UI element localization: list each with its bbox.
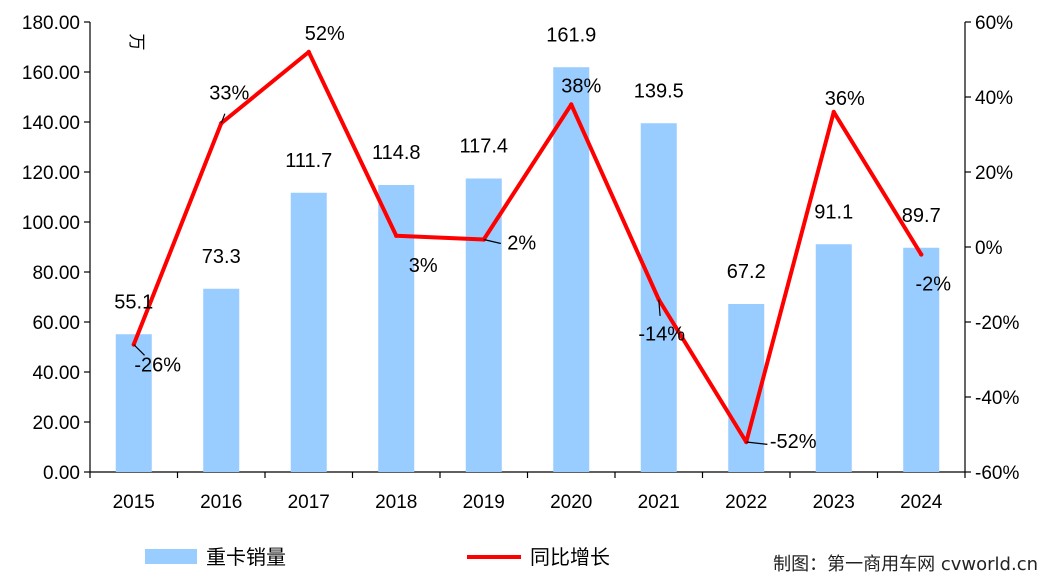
line-label-leader	[220, 113, 226, 124]
legend-line-label: 同比增长	[530, 545, 610, 569]
bar-value-label: 114.8	[372, 142, 421, 164]
x-tick-label: 2018	[375, 492, 417, 513]
line-point	[394, 233, 399, 238]
data-labels: 55.1 73.3 111.7 114.8 117.4 161.9 139.5 67.2 91.…	[114, 23, 951, 453]
bar	[465, 178, 502, 472]
line-value-label: -52%	[770, 431, 817, 453]
left-tick-label: 180.00	[22, 13, 80, 34]
left-tick-label: 60.00	[32, 313, 80, 334]
line-label-leader	[746, 441, 768, 445]
growth-line	[131, 50, 923, 444]
bar	[903, 247, 940, 472]
bar-value-label: 67.2	[727, 261, 766, 283]
bar-value-label: 117.4	[459, 136, 508, 158]
x-tick-label: 2017	[288, 492, 330, 513]
bar	[203, 288, 240, 472]
line-value-label: 38%	[561, 76, 601, 98]
bar	[115, 334, 152, 472]
right-tick-label: 60%	[975, 13, 1013, 34]
left-tick-label: 40.00	[32, 363, 80, 384]
bar-series	[115, 67, 940, 472]
bar-value-label: 55.1	[114, 291, 153, 313]
line-point	[919, 252, 924, 257]
line-point	[306, 49, 311, 55]
line-value-label: 36%	[825, 88, 865, 110]
line-point	[569, 102, 574, 107]
bar-value-label: 161.9	[546, 24, 596, 46]
bar	[378, 185, 415, 472]
bar-value-label: 91.1	[814, 201, 853, 223]
bar-value-label: 89.7	[902, 205, 941, 227]
legend-bar-label: 重卡销量	[206, 545, 286, 569]
bar	[290, 192, 327, 472]
x-tick-label: 2019	[463, 492, 505, 513]
line-value-label: -26%	[134, 355, 181, 377]
bar-value-label: 73.3	[202, 246, 241, 268]
left-tick-label: 100.00	[22, 213, 80, 234]
right-axis: -60% -40% -20% 0% 20% 40% 60%	[965, 13, 1019, 484]
legend: 重卡销量 同比增长	[145, 545, 610, 569]
line-value-label: -2%	[915, 274, 951, 296]
line-label-leader	[658, 299, 661, 316]
left-tick-label: 120.00	[22, 163, 80, 184]
line-value-label: 33%	[209, 82, 249, 104]
x-tick-label: 2023	[813, 492, 855, 513]
line-label-leader	[133, 344, 145, 356]
left-tick-label: 80.00	[32, 263, 80, 284]
left-axis: 0.00 20.00 40.00 60.00 80.00 100.00 120.00 140.…	[22, 13, 90, 484]
line-label-leader	[483, 238, 501, 245]
right-tick-label: -40%	[975, 388, 1019, 409]
bar	[815, 244, 852, 472]
left-tick-label: 140.00	[22, 113, 80, 134]
bar-value-label: 139.5	[634, 80, 684, 102]
right-tick-label: -60%	[975, 463, 1019, 484]
x-tick-label: 2022	[725, 492, 767, 513]
right-tick-label: 20%	[975, 163, 1013, 184]
line-value-label: 3%	[409, 255, 438, 277]
x-tick-label: 2020	[550, 492, 592, 513]
x-tick-label: 2021	[638, 492, 680, 513]
chart-credit: 制图：第一商用车网 cvworld.cn	[773, 554, 1038, 575]
x-tick-label: 2015	[113, 492, 155, 513]
x-tick-label: 2024	[900, 492, 943, 513]
right-tick-label: 40%	[975, 88, 1013, 109]
left-tick-label: 160.00	[22, 63, 80, 84]
line-point	[831, 109, 836, 115]
x-tick-label: 2016	[200, 492, 242, 513]
x-axis: 2015 2016 2017 2018 2019 2020 2021 2022 2023 2024	[89, 472, 966, 513]
line-value-label: 2%	[507, 233, 536, 255]
right-tick-label: -20%	[975, 313, 1019, 334]
left-tick-label: 0.00	[43, 463, 80, 484]
left-axis-unit: 万	[126, 34, 146, 51]
legend-bar-swatch	[145, 549, 197, 564]
line-value-label: -14%	[638, 324, 685, 346]
left-tick-label: 20.00	[32, 413, 80, 434]
right-tick-label: 0%	[975, 238, 1003, 259]
bar-value-label: 111.7	[285, 150, 332, 172]
line-value-label: 52%	[305, 23, 345, 45]
